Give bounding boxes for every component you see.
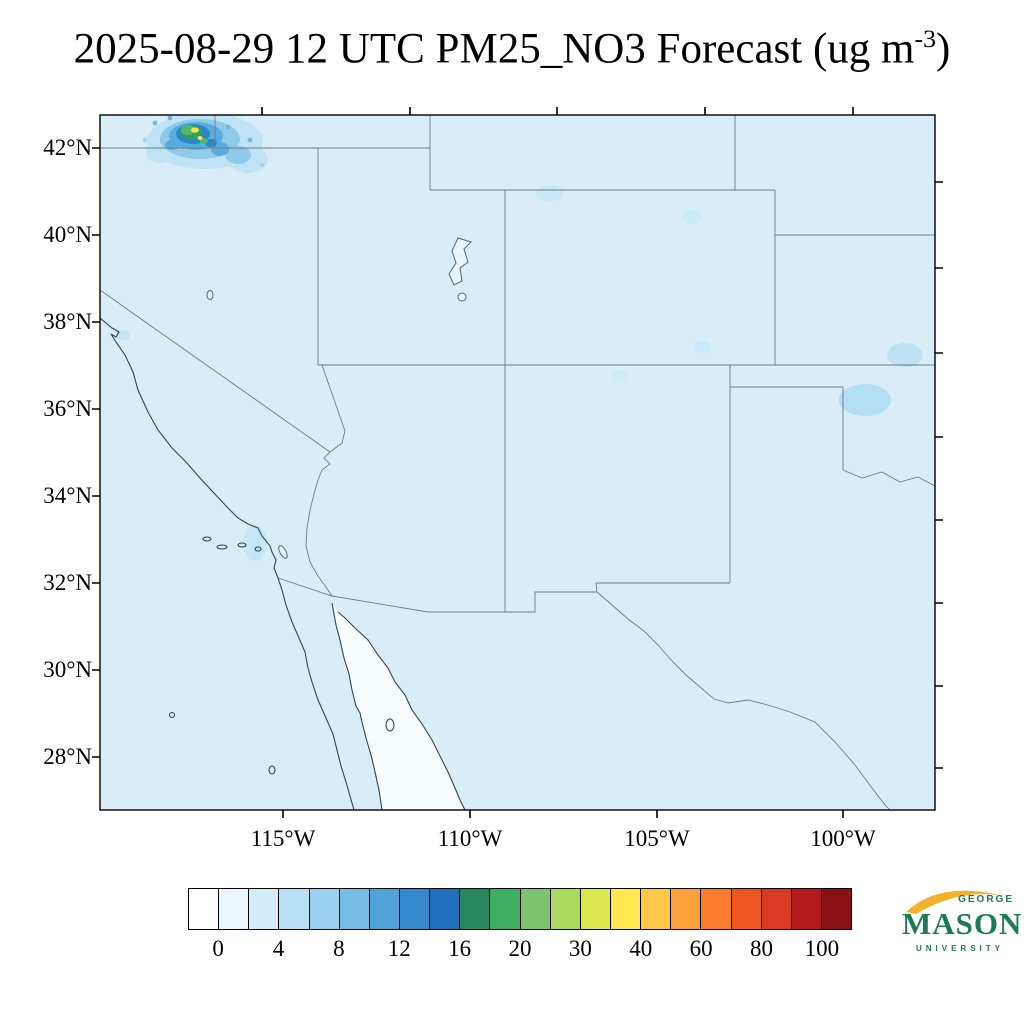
- map-background: [100, 115, 935, 810]
- colorbar-tick-label: 80: [749, 936, 773, 961]
- gulf-of-california: [332, 603, 465, 810]
- lakes: [206, 237, 472, 559]
- channel-island: [254, 546, 262, 552]
- colorbar-tick-label: 4: [272, 936, 285, 961]
- lon-ticks-bottom: [282, 810, 844, 818]
- colorbar-tick-label: 30: [568, 936, 592, 961]
- title-superscript: -3: [914, 24, 937, 53]
- colorbar-segment: [219, 889, 250, 929]
- lon-label-105w: 105°W: [624, 826, 690, 851]
- sonora-coast: [337, 611, 466, 810]
- colorbar-segment: [249, 889, 280, 929]
- lon-ticks-top: [261, 107, 854, 115]
- lon-label-100w: 100°W: [810, 826, 876, 851]
- colorbar-segment: [520, 889, 551, 929]
- colorbar-segment: [490, 889, 521, 929]
- colorbar-segment: [399, 889, 431, 929]
- colorbar-tick-label: 60: [689, 936, 713, 961]
- colorbar-segment: [550, 889, 581, 929]
- lat-label-38n: 38°N: [43, 309, 92, 334]
- map-canvas: [92, 107, 943, 818]
- colorbar-segment: [189, 889, 220, 929]
- state-borders: [100, 115, 935, 810]
- lat-label-28n: 28°N: [43, 744, 92, 769]
- colorbar-segment: [701, 889, 732, 929]
- colorbar-segment: [279, 889, 310, 929]
- gmu-logo-university: UNIVERSITY: [915, 944, 1004, 953]
- colorbar-segment: [821, 889, 852, 929]
- salton-sea: [278, 545, 288, 559]
- gmu-swoosh-icon: [906, 890, 1004, 914]
- colorbar-segment: [580, 889, 611, 929]
- baja-east-coast: [331, 602, 383, 810]
- colorbar-segment: [369, 889, 400, 929]
- colorbar-segment: [430, 889, 461, 929]
- colorbar-segments: [189, 889, 852, 929]
- map-frame: [99, 114, 936, 811]
- colorbar-tick-label: 100: [804, 936, 840, 961]
- lat-label-32n: 32°N: [43, 570, 92, 595]
- channel-island: [216, 544, 228, 550]
- title-text: 2025-08-29 12 UTC PM25_NO3 Forecast (ug …: [73, 25, 915, 73]
- channel-island: [237, 542, 247, 548]
- border-32n: [595, 582, 730, 593]
- colorbar-tick-label: 16: [448, 936, 472, 961]
- tiburon-island: [385, 718, 395, 732]
- lat-label-36n: 36°N: [43, 396, 92, 421]
- lat-ticks-left: [92, 147, 100, 758]
- colorbar-segment: [339, 889, 370, 929]
- page-title: 2025-08-29 12 UTC PM25_NO3 Forecast (ug …: [0, 24, 1024, 73]
- channel-island: [202, 536, 212, 542]
- colorbar-tick-label: 12: [387, 936, 411, 961]
- border-california-nevada: [100, 289, 331, 453]
- colorbar-segment: [610, 889, 642, 929]
- pollution-plume: [142, 115, 268, 173]
- coastline: [100, 317, 466, 810]
- lat-ticks-right: [935, 181, 943, 769]
- colorbar-tick-label: 8: [333, 936, 345, 961]
- colorbar-segment: [791, 889, 822, 929]
- lat-label-40n: 40°N: [43, 222, 92, 247]
- gmu-logo: GEORGE MASON UNIVERSITY: [902, 890, 1023, 970]
- rio-grande: [596, 591, 891, 810]
- red-river: [842, 469, 935, 487]
- pyramid-lake: [206, 290, 214, 300]
- forecast-map: [92, 107, 943, 818]
- us-mexico-border: [277, 577, 597, 613]
- colorbar-labels: 0 4 8 12 16 20 30 40 60 80 100: [188, 936, 852, 966]
- lon-label-115w: 115°W: [250, 826, 316, 851]
- axis-ticks: [92, 107, 943, 818]
- pacific-coast: [100, 317, 355, 810]
- colorbar-tick-label: 20: [508, 936, 532, 961]
- colorado-river: [305, 451, 333, 597]
- border-nevada-arizona: [321, 364, 346, 453]
- guadalupe-island: [168, 711, 176, 719]
- colorbar-segment: [731, 889, 762, 929]
- gmu-logo-george: GEORGE: [958, 894, 1014, 905]
- lon-label-110w: 110°W: [437, 826, 503, 851]
- lat-label-42n: 42°N: [43, 135, 92, 160]
- utah-lake: [457, 292, 467, 302]
- colorbar-tick-label: 0: [212, 936, 224, 961]
- lat-label-34n: 34°N: [43, 483, 92, 508]
- cedros-island: [268, 765, 276, 775]
- colorbar-segment: [671, 889, 702, 929]
- colorbar-segment: [460, 889, 491, 929]
- colorbar: [188, 888, 852, 930]
- colorbar-segment: [761, 889, 792, 929]
- great-salt-lake: [448, 237, 472, 286]
- colorbar-tick-label: 40: [629, 936, 653, 961]
- colorbar-segment: [309, 889, 340, 929]
- colorbar-segment: [641, 889, 672, 929]
- title-suffix: ): [936, 25, 951, 73]
- lat-label-30n: 30°N: [43, 657, 92, 682]
- gmu-logo-mason: MASON: [902, 906, 1023, 941]
